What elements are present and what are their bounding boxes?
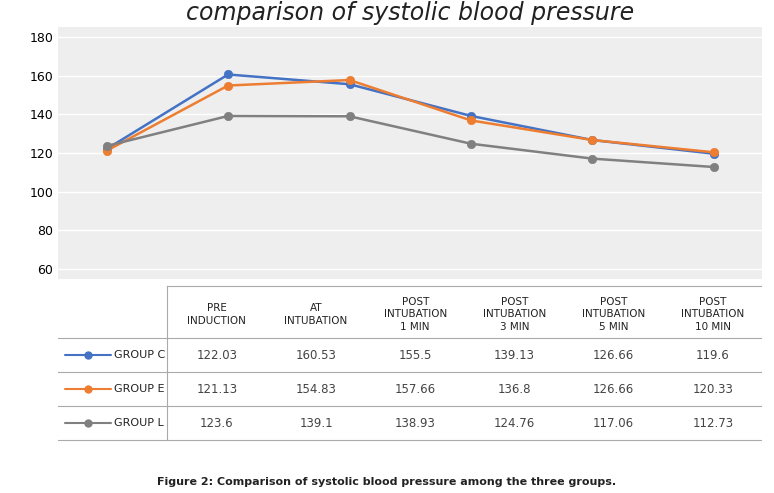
Text: 136.8: 136.8 bbox=[498, 383, 531, 396]
Text: 138.93: 138.93 bbox=[395, 417, 436, 430]
Text: GROUP C: GROUP C bbox=[115, 350, 166, 360]
Text: 155.5: 155.5 bbox=[399, 349, 432, 362]
Text: POST
INTUBATION
5 MIN: POST INTUBATION 5 MIN bbox=[582, 297, 646, 332]
Text: 139.1: 139.1 bbox=[300, 417, 333, 430]
Text: 154.83: 154.83 bbox=[296, 383, 337, 396]
Text: Figure 2: Comparison of systolic blood pressure among the three groups.: Figure 2: Comparison of systolic blood p… bbox=[157, 477, 617, 487]
Text: 112.73: 112.73 bbox=[692, 417, 733, 430]
Text: PRE
INDUCTION: PRE INDUCTION bbox=[187, 303, 246, 326]
Text: GROUP L: GROUP L bbox=[115, 418, 164, 428]
Text: 119.6: 119.6 bbox=[696, 349, 730, 362]
Text: POST
INTUBATION
3 MIN: POST INTUBATION 3 MIN bbox=[483, 297, 546, 332]
Text: 120.33: 120.33 bbox=[693, 383, 733, 396]
Text: GROUP E: GROUP E bbox=[115, 384, 165, 394]
Text: 122.03: 122.03 bbox=[197, 349, 238, 362]
Text: POST
INTUBATION
10 MIN: POST INTUBATION 10 MIN bbox=[681, 297, 745, 332]
Text: 121.13: 121.13 bbox=[197, 383, 238, 396]
Text: AT
INTUBATION: AT INTUBATION bbox=[284, 303, 348, 326]
Text: 123.6: 123.6 bbox=[200, 417, 234, 430]
Title: comparison of systolic blood pressure: comparison of systolic blood pressure bbox=[187, 1, 634, 25]
Text: 126.66: 126.66 bbox=[593, 349, 634, 362]
Text: 160.53: 160.53 bbox=[296, 349, 337, 362]
Text: 124.76: 124.76 bbox=[494, 417, 535, 430]
Text: 157.66: 157.66 bbox=[395, 383, 436, 396]
Text: 117.06: 117.06 bbox=[593, 417, 634, 430]
Text: 139.13: 139.13 bbox=[494, 349, 535, 362]
Text: POST
INTUBATION
1 MIN: POST INTUBATION 1 MIN bbox=[384, 297, 447, 332]
Text: 126.66: 126.66 bbox=[593, 383, 634, 396]
